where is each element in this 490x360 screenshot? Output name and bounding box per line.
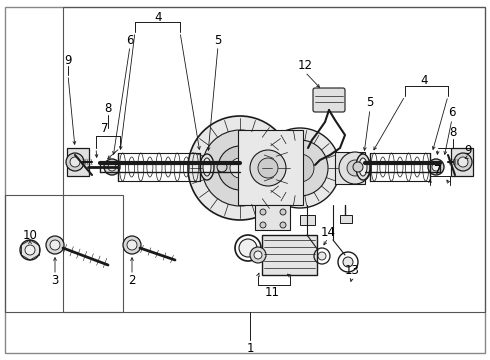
Text: 4: 4 bbox=[154, 10, 162, 23]
Circle shape bbox=[254, 251, 262, 259]
Text: 11: 11 bbox=[265, 285, 279, 298]
Ellipse shape bbox=[359, 158, 367, 176]
Text: 7: 7 bbox=[434, 163, 442, 176]
Circle shape bbox=[260, 128, 340, 208]
Circle shape bbox=[104, 159, 120, 175]
Circle shape bbox=[258, 158, 278, 178]
Circle shape bbox=[70, 157, 80, 167]
Bar bbox=[300, 215, 315, 225]
Text: 8: 8 bbox=[449, 126, 457, 139]
Circle shape bbox=[188, 116, 292, 220]
Bar bbox=[451, 148, 473, 176]
Text: 6: 6 bbox=[126, 33, 134, 46]
Circle shape bbox=[50, 240, 60, 250]
Text: 4: 4 bbox=[420, 73, 428, 86]
Text: 9: 9 bbox=[64, 54, 72, 67]
Circle shape bbox=[127, 240, 137, 250]
Text: 8: 8 bbox=[104, 102, 112, 114]
Circle shape bbox=[339, 152, 371, 184]
Text: 5: 5 bbox=[214, 33, 221, 46]
Circle shape bbox=[286, 154, 314, 182]
Ellipse shape bbox=[200, 154, 214, 180]
Circle shape bbox=[25, 245, 35, 255]
Text: 12: 12 bbox=[297, 59, 313, 72]
Circle shape bbox=[46, 236, 64, 254]
Ellipse shape bbox=[203, 158, 211, 176]
Circle shape bbox=[432, 163, 440, 171]
Bar bbox=[63, 7, 485, 312]
Text: 10: 10 bbox=[23, 229, 37, 242]
Bar bbox=[335, 152, 365, 184]
Text: 9: 9 bbox=[464, 144, 472, 157]
Circle shape bbox=[20, 240, 40, 260]
Circle shape bbox=[250, 150, 286, 186]
Bar bbox=[340, 215, 352, 223]
Circle shape bbox=[250, 247, 266, 263]
Bar bbox=[255, 205, 290, 230]
Circle shape bbox=[217, 162, 227, 172]
Ellipse shape bbox=[239, 239, 257, 257]
Circle shape bbox=[218, 146, 262, 190]
Text: 13: 13 bbox=[344, 264, 360, 276]
Text: 3: 3 bbox=[51, 274, 59, 287]
Circle shape bbox=[428, 159, 444, 175]
Circle shape bbox=[230, 158, 250, 178]
Circle shape bbox=[123, 236, 141, 254]
Circle shape bbox=[272, 140, 328, 196]
FancyBboxPatch shape bbox=[313, 88, 345, 112]
Circle shape bbox=[108, 163, 116, 171]
Text: 1: 1 bbox=[246, 342, 254, 355]
Ellipse shape bbox=[356, 154, 370, 180]
Circle shape bbox=[347, 160, 363, 176]
Bar bbox=[238, 130, 303, 205]
Text: 5: 5 bbox=[367, 95, 374, 108]
Circle shape bbox=[280, 209, 286, 215]
Text: 14: 14 bbox=[320, 225, 336, 239]
Text: 2: 2 bbox=[128, 274, 136, 287]
Text: 6: 6 bbox=[448, 105, 456, 118]
Circle shape bbox=[260, 222, 266, 228]
Bar bbox=[5, 195, 123, 312]
Text: 7: 7 bbox=[101, 122, 109, 135]
Circle shape bbox=[66, 153, 84, 171]
Circle shape bbox=[458, 157, 468, 167]
Circle shape bbox=[343, 257, 353, 267]
Bar bbox=[262, 235, 317, 275]
Circle shape bbox=[454, 153, 472, 171]
Bar bbox=[67, 148, 89, 176]
Circle shape bbox=[202, 130, 278, 206]
Circle shape bbox=[318, 252, 326, 260]
Circle shape bbox=[353, 162, 363, 172]
Circle shape bbox=[260, 209, 266, 215]
Circle shape bbox=[280, 222, 286, 228]
